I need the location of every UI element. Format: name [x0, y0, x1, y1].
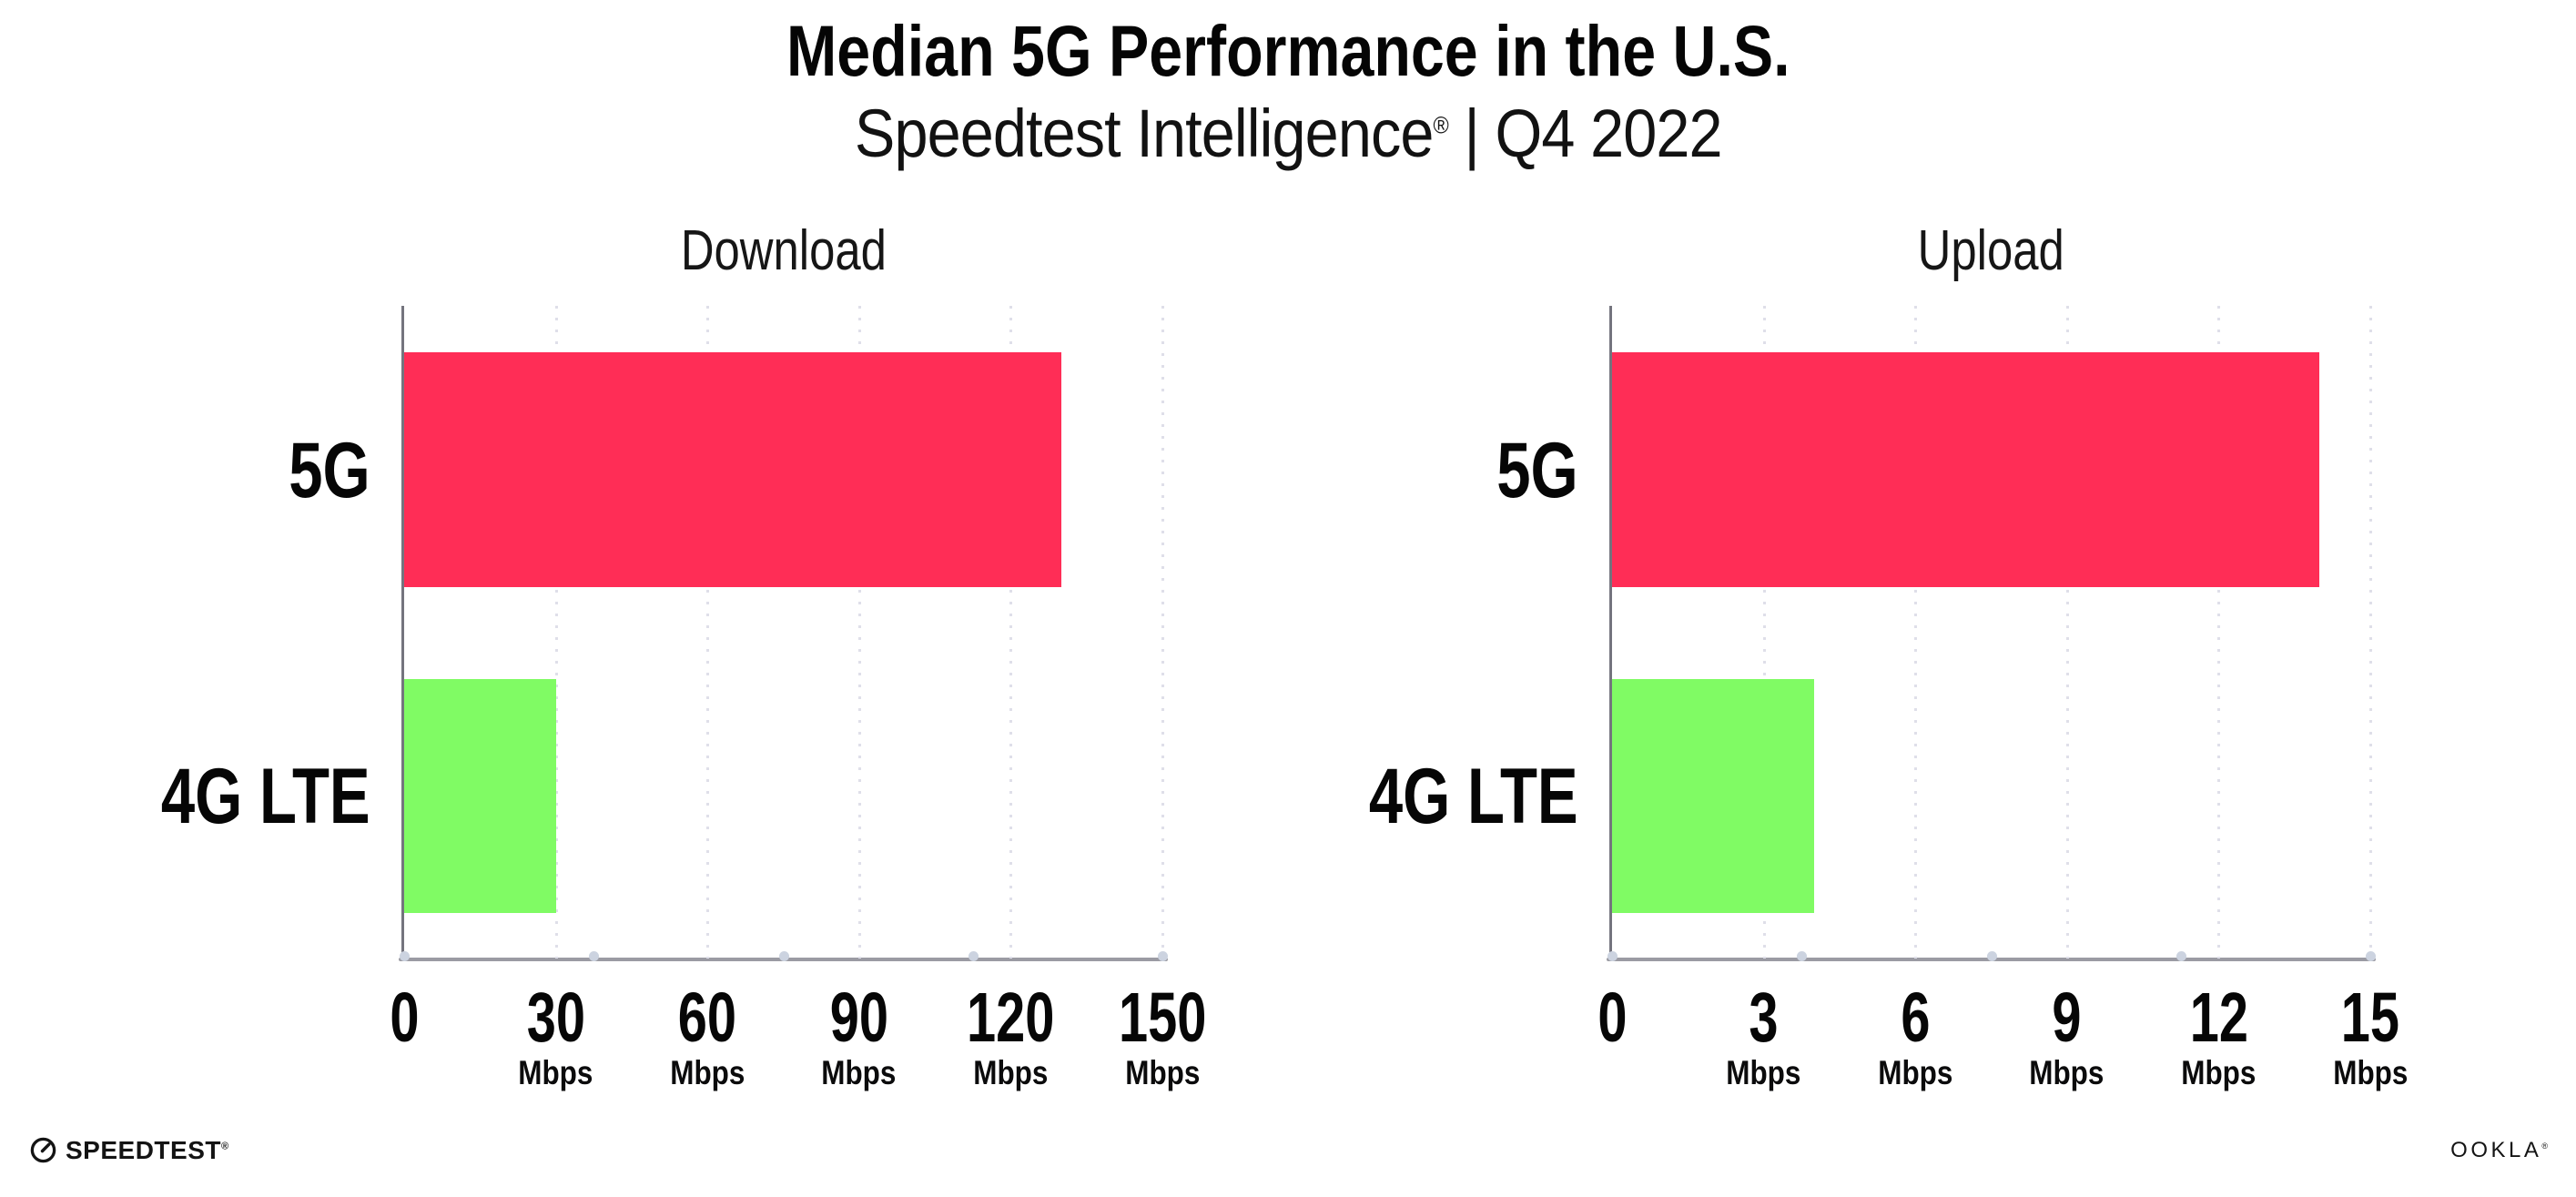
x-tick-label-6: 6 [1797, 983, 2033, 1053]
axis-node-dot [778, 951, 789, 961]
bar-4g-lte [404, 679, 556, 913]
x-tick-value: 60 [678, 979, 737, 1057]
speedtest-wordmark: SPEEDTEST® [66, 1135, 229, 1164]
x-tick-value: 30 [526, 979, 585, 1057]
gridline-30 [554, 306, 558, 959]
x-tick-unit-text: Mbps [2029, 1054, 2104, 1091]
upload-chart-title-text: Upload [1917, 219, 2065, 282]
upload-chart: Upload 5G 4G LTE 0 3 Mbps 6 Mbps 9 Mbps 12 Mbps 15 M… [1369, 219, 2408, 1090]
subtitle-period: | Q4 2022 [1447, 96, 1722, 171]
x-tick-unit-6: Mbps [1797, 1056, 2033, 1090]
x-tick-value: 120 [967, 979, 1055, 1057]
x-tick-unit-text: Mbps [1878, 1054, 1953, 1091]
x-tick-value: 0 [389, 979, 420, 1057]
gridline-150 [1161, 306, 1164, 959]
gridline-15 [2369, 306, 2372, 959]
axis-node-dot [1797, 951, 1808, 961]
x-tick-label-0: 0 [286, 983, 522, 1053]
category-label-5g: 5G [1496, 427, 1578, 514]
gridline-90 [857, 306, 861, 959]
gridline-6 [1914, 306, 1918, 959]
speedtest-logo: SPEEDTEST® [29, 1136, 229, 1164]
x-tick-label-150: 150 [1044, 983, 1281, 1053]
x-tick-unit-text: Mbps [2332, 1054, 2409, 1091]
category-label-5g: 5G [289, 427, 370, 514]
x-tick-unit-120: Mbps [892, 1056, 1129, 1090]
x-tick-unit-text: Mbps [973, 1054, 1049, 1091]
x-tick-unit-text: Mbps [670, 1054, 745, 1091]
axis-node-dot [968, 951, 979, 961]
x-tick-label-15: 15 [2252, 983, 2489, 1053]
x-tick-label-60: 60 [589, 983, 826, 1053]
page-title: Median 5G Performance in the U.S. [0, 9, 2576, 93]
x-tick-value: 0 [1597, 979, 1628, 1057]
x-tick-label-120: 120 [892, 983, 1129, 1053]
axis-node-dot [2175, 951, 2186, 961]
x-tick-unit-text: Mbps [2181, 1054, 2257, 1091]
page-title-text: Median 5G Performance in the U.S. [786, 10, 1790, 91]
x-tick-unit-30: Mbps [438, 1056, 674, 1090]
gridline-60 [706, 306, 710, 959]
x-tick-unit-15: Mbps [2252, 1056, 2489, 1090]
gridline-12 [2217, 306, 2221, 959]
x-tick-unit-text: Mbps [821, 1054, 897, 1091]
ookla-wordmark-text: OOKLA [2450, 1138, 2542, 1162]
gridline-9 [2065, 306, 2069, 959]
x-tick-value: 150 [1118, 979, 1207, 1057]
bar-4g-lte [1612, 679, 1815, 913]
gridline-120 [1009, 306, 1013, 959]
x-tick-unit-150: Mbps [1044, 1056, 1281, 1090]
x-tick-unit-text: Mbps [518, 1054, 593, 1091]
x-tick-label-30: 30 [438, 983, 674, 1053]
x-tick-label-3: 3 [1646, 983, 1882, 1053]
gridline-3 [1762, 306, 1766, 959]
speedtest-gauge-icon [30, 1137, 56, 1163]
axis-node-dot [400, 951, 410, 961]
x-tick-value: 90 [829, 979, 888, 1057]
ookla-logo: OOKLA® [2450, 1140, 2548, 1161]
axis-node-dot [1158, 951, 1168, 961]
upload-chart-title: Upload [1612, 218, 2370, 283]
page-subtitle-text: Speedtest Intelligence® | Q4 2022 [854, 95, 1723, 172]
x-tick-label-0: 0 [1494, 983, 1730, 1053]
speedtest-trademark-icon: ® [220, 1141, 229, 1152]
x-tick-label-9: 9 [1949, 983, 2186, 1053]
download-chart-title: Download [404, 218, 1162, 283]
x-tick-unit-9: Mbps [1949, 1056, 2186, 1090]
x-tick-unit-12: Mbps [2100, 1056, 2337, 1090]
x-tick-unit-3: Mbps [1646, 1056, 1882, 1090]
x-tick-label-90: 90 [741, 983, 978, 1053]
axis-node-dot [2366, 951, 2376, 961]
download-chart-title-text: Download [680, 219, 887, 282]
bar-5g [1612, 352, 2320, 587]
x-tick-unit-text: Mbps [1726, 1054, 1801, 1091]
page-subtitle: Speedtest Intelligence® | Q4 2022 [0, 95, 2576, 172]
category-label-4g-lte: 4G LTE [161, 753, 370, 840]
x-tick-unit-60: Mbps [589, 1056, 826, 1090]
speedtest-wordmark-text: SPEEDTEST [66, 1135, 221, 1164]
ookla-trademark-icon: ® [2541, 1141, 2548, 1151]
bar-5g [404, 352, 1061, 587]
subtitle-brand: Speedtest Intelligence [854, 96, 1434, 171]
download-chart: Download 5G 4G LTE 0 30 Mbps 60 Mbps 90 Mbps 120 M… [161, 219, 1206, 1090]
registered-trademark-icon: ® [1433, 111, 1448, 139]
axis-node-dot [1986, 951, 1997, 961]
category-label-4g-lte: 4G LTE [1369, 753, 1578, 840]
x-tick-value: 6 [1901, 979, 1931, 1057]
axis-node-dot [1607, 951, 1618, 961]
x-tick-value: 15 [2340, 979, 2400, 1057]
x-tick-label-12: 12 [2100, 983, 2337, 1053]
x-tick-value: 3 [1749, 979, 1779, 1057]
axis-node-dot [589, 951, 600, 961]
x-tick-unit-90: Mbps [741, 1056, 978, 1090]
x-tick-unit-text: Mbps [1124, 1054, 1201, 1091]
ookla-wordmark: OOKLA® [2450, 1140, 2548, 1161]
x-tick-value: 12 [2189, 979, 2248, 1057]
x-tick-value: 9 [2052, 979, 2082, 1057]
